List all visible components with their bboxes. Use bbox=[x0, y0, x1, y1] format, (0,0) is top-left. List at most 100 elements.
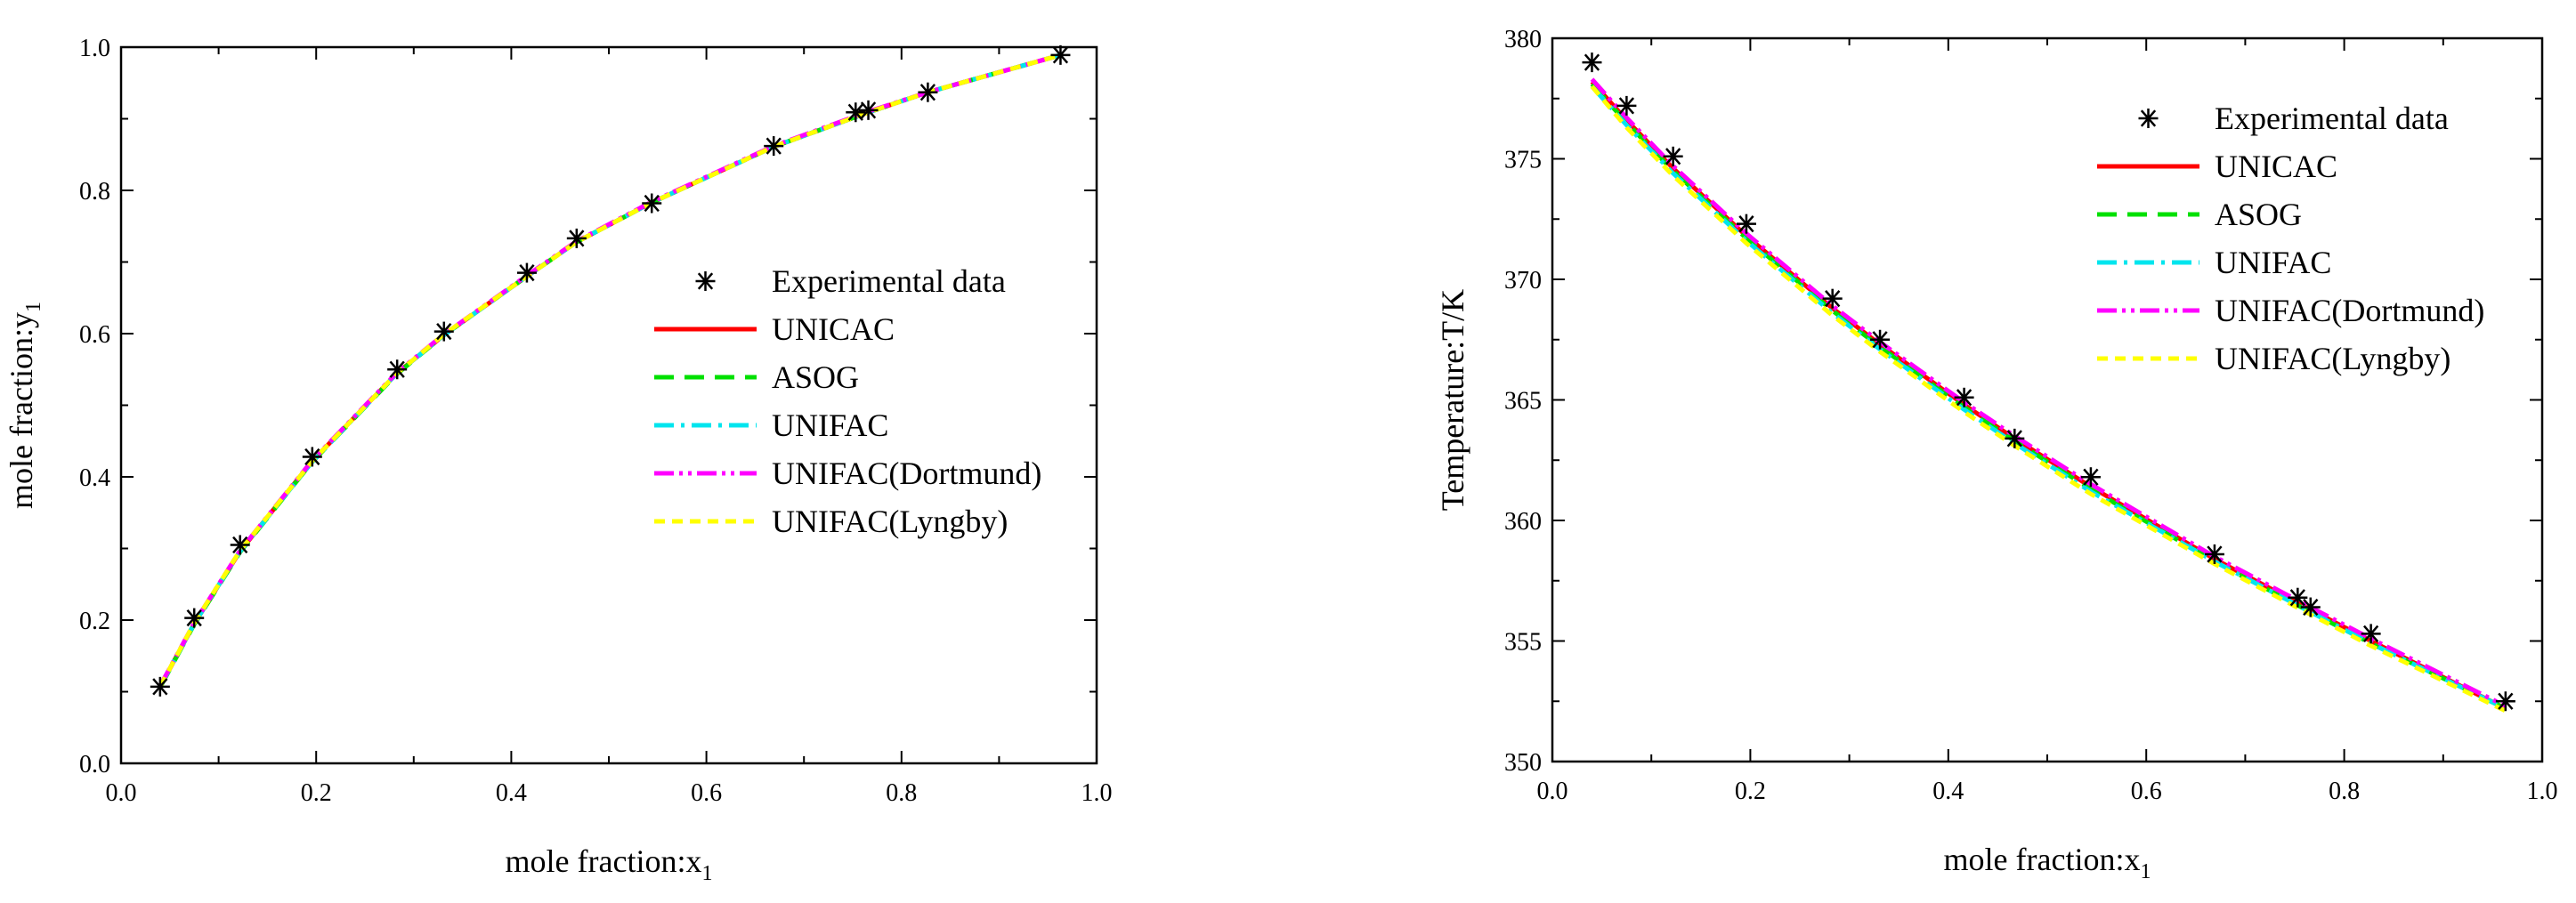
chart-xy-legend-item: UNIFAC(Dortmund) bbox=[654, 456, 1041, 491]
chart-tx-marker-3 bbox=[1736, 214, 1756, 234]
chart-tx-x-tick-label: 1.0 bbox=[2527, 778, 2558, 805]
chart-tx-marker-7 bbox=[2005, 428, 2025, 448]
chart-xy-legend-item: ASOG bbox=[654, 359, 859, 395]
chart-tx-series-unicac bbox=[1590, 80, 2507, 711]
chart-xy-x-tick-label: 0.8 bbox=[886, 779, 917, 807]
chart-xy-x-axis-title-subscript: 1 bbox=[701, 862, 712, 885]
chart-xy-legend-label: ASOG bbox=[772, 359, 859, 395]
chart-tx-marker-13 bbox=[2495, 691, 2515, 712]
chart-tx-legend-label: Experimental data bbox=[2215, 101, 2449, 136]
chart-xy-series-unicac bbox=[158, 52, 1062, 689]
chart-xy-marker-11 bbox=[858, 100, 879, 120]
chart-xy-x-tick-label: 0.0 bbox=[106, 779, 137, 807]
chart-xy-marker-9 bbox=[764, 136, 784, 157]
chart-tx-y-tick-label: 355 bbox=[1504, 629, 1542, 657]
chart-xy-marker-5 bbox=[433, 321, 454, 342]
chart-tx-y-tick-label: 350 bbox=[1504, 749, 1542, 777]
chart-tx-series-unifac-dortmund bbox=[1590, 77, 2507, 708]
chart-xy-marker-12 bbox=[918, 82, 938, 102]
chart-tx-x-axis-title-subscript: 1 bbox=[2140, 860, 2151, 883]
chart-tx-x-tick-label: 0.0 bbox=[1537, 778, 1568, 805]
chart-xy-legend-item: UNICAC bbox=[654, 311, 895, 347]
chart-tx-series-asog bbox=[1590, 82, 2507, 711]
chart-xy-legend-label: UNIFAC(Lyngby) bbox=[772, 504, 1008, 539]
chart-tx-series-unifac-lyngby bbox=[1590, 85, 2507, 714]
chart-xy-series-asog bbox=[158, 52, 1062, 689]
chart-xy-y-tick-label: 1.0 bbox=[79, 35, 110, 62]
chart-xy-y-tick-label: 0.2 bbox=[79, 608, 110, 635]
chart-tx-y-tick-label: 365 bbox=[1504, 388, 1542, 415]
chart-tx: 0.0 0.2 0.4 0.6 0.8 1.0 350 355 360 365 370 375 380 m… bbox=[1435, 26, 2558, 883]
chart-xy-marker-1 bbox=[184, 608, 205, 628]
chart-xy-y-axis-title-subscript: 1 bbox=[22, 302, 45, 312]
chart-tx-y-tick-label: 360 bbox=[1504, 508, 1542, 536]
chart-xy-marker-0 bbox=[150, 676, 170, 697]
chart-xy-y-tick-label: 0.0 bbox=[79, 751, 110, 778]
chart-tx-marker-5 bbox=[1870, 329, 1891, 350]
chart-tx-x-tick-label: 0.4 bbox=[1932, 778, 1964, 805]
chart-tx-legend-item: ASOG bbox=[2097, 197, 2302, 232]
chart-tx-marker-12 bbox=[2361, 624, 2381, 644]
chart-xy-marker-3 bbox=[302, 447, 322, 467]
chart-tx-y-tick-label: 375 bbox=[1504, 147, 1542, 174]
chart-xy-marker-6 bbox=[516, 262, 537, 283]
chart-tx-series-unifac bbox=[1590, 85, 2507, 711]
chart-xy-x-tick-label: 0.2 bbox=[301, 779, 332, 807]
chart-xy-plot-frame bbox=[119, 45, 1098, 765]
chart-tx-x-tick-label: 0.8 bbox=[2329, 778, 2360, 805]
chart-xy-x-axis-title: mole fraction:x1 bbox=[506, 843, 713, 885]
chart-tx-legend-item: UNIFAC(Lyngby) bbox=[2097, 341, 2450, 376]
chart-tx-legend-label: UNIFAC(Lyngby) bbox=[2215, 341, 2450, 376]
chart-xy-y-tick-label: 0.6 bbox=[79, 321, 110, 349]
chart-xy-y-tick-label: 0.8 bbox=[79, 178, 110, 206]
chart-tx-marker-8 bbox=[2080, 467, 2101, 488]
chart-tx-x-axis-title: mole fraction:x1 bbox=[1944, 842, 2151, 883]
chart-tx-legend-marker-legend bbox=[2138, 109, 2159, 128]
chart-xy-legend-item-experimental: Experimental data bbox=[695, 263, 1006, 299]
chart-xy-legend-label: UNIFAC(Dortmund) bbox=[772, 456, 1041, 491]
chart-tx-marker-0 bbox=[1582, 52, 1602, 73]
chart-xy-marker-7 bbox=[566, 228, 587, 248]
chart-tx-y-tick-label: 380 bbox=[1504, 26, 1542, 53]
chart-xy-legend-label: UNIFAC bbox=[772, 407, 888, 443]
chart-xy-x-tick-label: 0.6 bbox=[691, 779, 722, 807]
chart-tx-legend-label: UNICAC bbox=[2215, 149, 2337, 184]
chart-xy-legend-marker-legend bbox=[695, 271, 716, 291]
chart-xy-series-unifac bbox=[158, 52, 1062, 689]
chart-xy-legend-label: UNICAC bbox=[772, 311, 895, 347]
chart-tx-legend-item-experimental: Experimental data bbox=[2138, 101, 2449, 136]
chart-tx-marker-11 bbox=[2300, 597, 2321, 617]
chart-tx-marker-6 bbox=[1954, 387, 1974, 407]
chart-tx-y-axis-title: Temperature:T/K bbox=[1435, 289, 1470, 511]
chart-xy-series-unifac-dortmund bbox=[158, 52, 1062, 688]
chart-xy-legend-item: UNIFAC bbox=[654, 407, 888, 443]
chart-xy-legend-item: UNIFAC(Lyngby) bbox=[654, 504, 1008, 539]
chart-xy-legend-label: Experimental data bbox=[772, 263, 1006, 299]
chart-tx-legend-label: UNIFAC(Dortmund) bbox=[2215, 293, 2484, 328]
chart-tx-marker-2 bbox=[1663, 146, 1683, 166]
chart-tx-marker-10 bbox=[2288, 587, 2308, 608]
chart-tx-legend-item: UNIFAC bbox=[2097, 245, 2331, 280]
chart-tx-y-tick-label: 370 bbox=[1504, 267, 1542, 294]
chart-tx-legend-item: UNIFAC(Dortmund) bbox=[2097, 293, 2484, 328]
chart-xy-x-tick-label: 0.4 bbox=[496, 779, 527, 807]
chart-xy-marker-13 bbox=[1050, 44, 1071, 65]
chart-xy: 0.0 0.2 0.4 0.6 0.8 1.0 0.0 0.2 0.4 0.6 0.8 1.0 mole… bbox=[4, 35, 1113, 885]
chart-xy-marker-2 bbox=[230, 535, 250, 555]
chart-xy-marker-8 bbox=[642, 193, 662, 214]
chart-xy-legend: Experimental data UNICAC ASOG UNIFAC UNIFAC(… bbox=[654, 263, 1041, 539]
chart-tx-marker-1 bbox=[1616, 95, 1637, 116]
chart-tx-x-tick-label: 0.2 bbox=[1735, 778, 1766, 805]
chart-tx-legend-item: UNICAC bbox=[2097, 149, 2337, 184]
chart-tx-legend: Experimental data UNICAC ASOG UNIFAC UNIFAC(… bbox=[2097, 101, 2484, 376]
chart-tx-legend-label: ASOG bbox=[2215, 197, 2302, 232]
chart-xy-marker-4 bbox=[387, 359, 408, 380]
chart-xy-x-tick-label: 1.0 bbox=[1081, 779, 1113, 807]
chart-xy-series-unifac-lyngby bbox=[158, 52, 1062, 689]
chart-tx-marker-4 bbox=[1822, 288, 1843, 309]
chart-xy-y-tick-label: 0.4 bbox=[79, 464, 110, 492]
chart-tx-legend-label: UNIFAC bbox=[2215, 245, 2331, 280]
chart-xy-marker-10 bbox=[846, 102, 866, 123]
